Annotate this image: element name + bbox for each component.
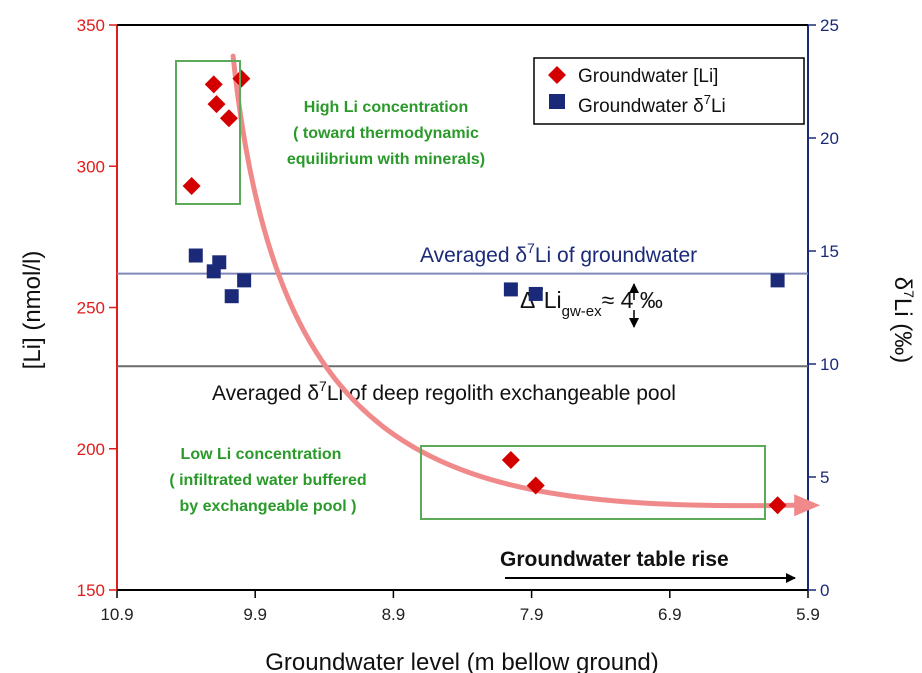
li-concentration-point	[207, 95, 226, 114]
d7li-point	[528, 286, 543, 301]
li-concentration-point	[219, 109, 238, 128]
y-right-tick-label: 5	[820, 468, 829, 487]
x-tick-label: 10.9	[100, 605, 133, 624]
legend-box	[533, 57, 805, 125]
x-axis-title: Groundwater level (m bellow ground)	[265, 649, 659, 673]
y-right-tick-label: 10	[820, 355, 839, 374]
high-li-note-3: equilibrium with minerals)	[287, 151, 485, 168]
points-layer	[182, 69, 787, 515]
y-right-tick-label: 15	[820, 242, 839, 261]
x-tick-label: 6.9	[658, 605, 682, 624]
delta-subscript: gw-ex	[562, 303, 603, 320]
x-tick-label: 8.9	[382, 605, 406, 624]
y-left-tick-label: 300	[77, 157, 105, 176]
reference-lines	[117, 272, 808, 368]
legend-d7li-label: Groundwater δ7Li	[578, 92, 726, 117]
legend-diamond-marker	[548, 66, 566, 84]
li-concentration-point	[182, 177, 201, 196]
high-li-box	[175, 60, 241, 205]
y-right-title-rest: Li (‰)	[889, 298, 916, 363]
ref-label-exchangeable: Averaged δ7Li of deep regolith exchangea…	[212, 378, 676, 405]
y-left-tick-label: 350	[77, 16, 105, 35]
ref-label-ex-sup: 7	[319, 378, 327, 394]
ref-label-gw-rest: Li of groundwater	[535, 244, 697, 267]
y-left-tick-label: 250	[77, 299, 105, 318]
y-right-axis-title: δ7Li (‰)	[889, 277, 917, 364]
legend-d7li-rest: Li	[711, 96, 726, 117]
delta-value: ≈ 4 ‰	[602, 287, 663, 313]
d7li-point	[224, 289, 239, 304]
li-concentration-point	[768, 496, 787, 515]
y-right-tick-label: 0	[820, 581, 829, 600]
legend-square-marker	[549, 94, 565, 109]
high-li-note-1: High Li concentration	[304, 99, 468, 116]
y-right-title-superscript: 7	[901, 290, 917, 298]
low-li-note-1: Low Li concentration	[181, 446, 342, 463]
trend-curve	[230, 53, 797, 509]
x-tick-label: 5.9	[796, 605, 820, 624]
x-tick-label: 9.9	[243, 605, 267, 624]
ticks-layer: 10.9 9.9 8.9 7.9 6.9 5.9 150 200 250 300 350 0 5 10 15…	[77, 16, 839, 624]
low-li-note-2: ( infiltrated water buffered	[169, 472, 366, 489]
li-concentration-point	[526, 476, 545, 495]
d7li-point	[188, 248, 203, 263]
d7li-point	[212, 255, 227, 270]
high-li-note-2: ( toward thermodynamic	[293, 125, 479, 142]
trend-curve-layer	[230, 53, 821, 517]
legend: Groundwater [Li] Groundwater δ7Li	[533, 57, 805, 125]
y-left-tick-label: 150	[77, 581, 105, 600]
y-right-tick-label: 25	[820, 16, 839, 35]
delta-li: Li	[544, 287, 562, 313]
ref-label-gw-sup: 7	[527, 240, 535, 256]
ref-label-ex-rest: Li of deep regolith exchangeable pool	[327, 382, 676, 405]
li-concentration-point	[501, 451, 520, 470]
y-right-tick-label: 20	[820, 129, 839, 148]
y-left-axis-title: [Li] (nmol/l)	[19, 251, 46, 370]
table-rise-label: Groundwater table rise	[500, 548, 729, 571]
x-tick-label: 7.9	[520, 605, 544, 624]
d7li-point	[503, 282, 518, 297]
d7li-point	[770, 273, 785, 288]
legend-d7li-sup: 7	[704, 92, 711, 107]
li-concentration-point	[204, 75, 223, 94]
low-li-box	[420, 445, 766, 520]
li-concentration-point	[232, 69, 251, 88]
trend-curve-arrowhead	[794, 494, 821, 517]
d7li-point	[237, 273, 252, 288]
ref-label-groundwater: Averaged δ7Li of groundwater	[420, 240, 697, 267]
low-li-note-3: by exchangeable pool )	[180, 498, 357, 515]
y-left-tick-label: 200	[77, 440, 105, 459]
legend-li-label: Groundwater [Li]	[578, 66, 718, 87]
